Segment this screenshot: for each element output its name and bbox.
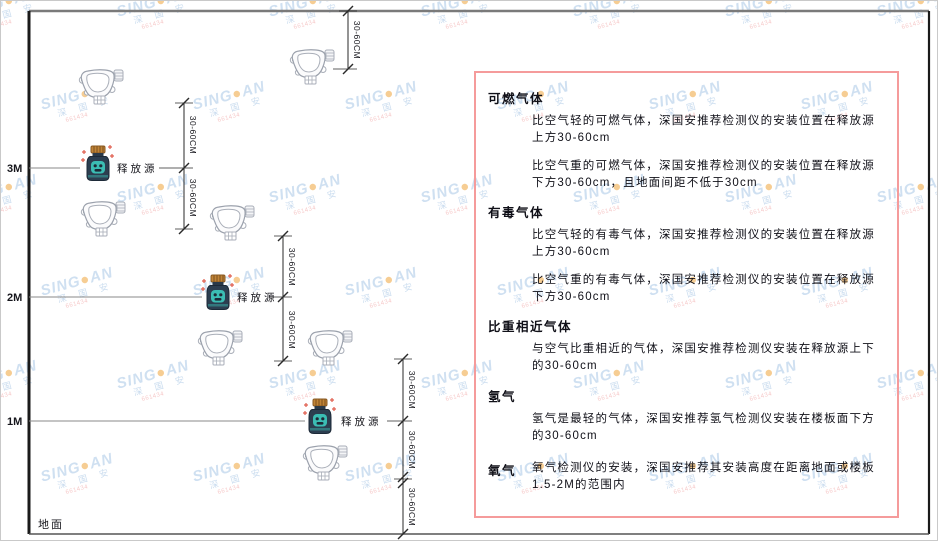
release-source-label: 释放源 <box>237 291 278 304</box>
section-paragraphs: 氧气检测仪的安装，深国安推荐其安装高度在距离地面或楼板1.5-2M的范围内 <box>532 455 883 505</box>
panel-section: 可燃气体比空气轻的可燃气体，深国安推荐检测仪的安装位置在释放源上方30-60cm… <box>488 88 883 192</box>
section-paragraph: 氢气是最轻的气体，深国安推荐氢气检测仪安装在楼板面下方的30-60cm <box>532 412 875 442</box>
panel-section: 氢气 氢气是最轻的气体，深国安推荐氢气检测仪安装在楼板面下方的30-60cm <box>488 386 883 446</box>
recommendation-panel: 可燃气体比空气轻的可燃气体，深国安推荐检测仪的安装位置在释放源上方30-60cm… <box>474 71 899 518</box>
dim-label-30-60cm: 30-60CM <box>352 21 362 59</box>
dimension-2m-group <box>269 230 292 367</box>
dimension-1m-group <box>387 353 412 540</box>
section-heading: 可燃气体 <box>488 92 545 106</box>
detector-icon <box>302 445 348 481</box>
section-paragraph: 与空气比重相近的气体，深国安推荐检测仪安装在释放源上下的30-60cm <box>532 343 875 373</box>
section-heading: 有毒气体 <box>488 206 545 220</box>
section-paragraph: 比空气重的有毒气体，深国安推荐检测仪的安装位置在释放源下方30-60cm <box>532 273 875 303</box>
section-paragraph: 比空气轻的可燃气体，深国安推荐检测仪的安装位置在释放源上方30-60cm <box>532 115 875 145</box>
section-paragraphs: 氢气是最轻的气体，深国安推荐氢气检测仪安装在楼板面下方的30-60cm <box>488 411 878 446</box>
panel-section: 有毒气体比空气轻的有毒气体，深国安推荐检测仪的安装位置在释放源上方30-60cm… <box>488 202 883 306</box>
dim-label-30-60cm: 30-60CM <box>188 179 198 217</box>
detector-icon <box>80 201 126 237</box>
dim-label-30-60cm: 30-60CM <box>407 488 417 526</box>
section-paragraph: 比空气重的可燃气体，深国安推荐检测仪的安装位置在释放源下方30-60cm，且地面… <box>532 159 875 189</box>
release-source-label: 释放源 <box>117 162 158 175</box>
release-source-icon <box>303 397 337 435</box>
panel-sections: 可燃气体比空气轻的可燃气体，深国安推荐检测仪的安装位置在释放源上方30-60cm… <box>488 88 883 516</box>
release-source-icon <box>81 144 115 182</box>
panel-section: 比重相近气体与空气比重相近的气体，深国安推荐检测仪安装在释放源上下的30-60c… <box>488 316 883 376</box>
section-paragraphs: 比空气轻的有毒气体，深国安推荐检测仪的安装位置在释放源上方30-60cm 比空气重… <box>488 227 878 306</box>
dim-label-30-60cm: 30-60CM <box>287 248 297 286</box>
axis-label-3m: 3M <box>7 163 22 175</box>
detector-icon <box>307 330 353 366</box>
section-paragraph: 比空气轻的有毒气体，深国安推荐检测仪的安装位置在释放源上方30-60cm <box>532 229 875 259</box>
section-heading: 比重相近气体 <box>488 320 573 334</box>
axis-label-2m: 2M <box>7 292 22 304</box>
section-paragraph: 氧气检测仪的安装，深国安推荐其安装高度在距离地面或楼板1.5-2M的范围内 <box>532 462 875 492</box>
panel-section: 氧气 氧气检测仪的安装，深国安推荐其安装高度在距离地面或楼板1.5-2M的范围内 <box>488 455 883 505</box>
ground-label: 地面 <box>38 518 64 531</box>
dim-label-30-60cm: 30-60CM <box>407 431 417 469</box>
detector-icon <box>197 330 243 366</box>
dimension-3m-group <box>159 97 193 235</box>
dim-label-30-60cm: 30-60CM <box>188 116 198 154</box>
dim-label-30-60cm: 30-60CM <box>407 371 417 409</box>
section-heading: 氧气 <box>488 464 517 478</box>
dimension-ceiling-group <box>333 5 357 75</box>
dim-label-30-60cm: 30-60CM <box>287 311 297 349</box>
section-paragraphs: 与空气比重相近的气体，深国安推荐检测仪安装在释放源上下的30-60cm <box>488 341 878 376</box>
detector-icon <box>78 69 124 105</box>
axis-label-1m: 1M <box>7 416 22 428</box>
detector-icon <box>209 205 255 241</box>
detector-icon <box>289 49 335 85</box>
release-source-icon <box>201 273 235 311</box>
release-source-label: 释放源 <box>341 415 382 428</box>
section-heading: 氢气 <box>488 389 517 404</box>
section-paragraphs: 比空气轻的可燃气体，深国安推荐检测仪的安装位置在释放源上方30-60cm 比空气重… <box>488 113 878 192</box>
